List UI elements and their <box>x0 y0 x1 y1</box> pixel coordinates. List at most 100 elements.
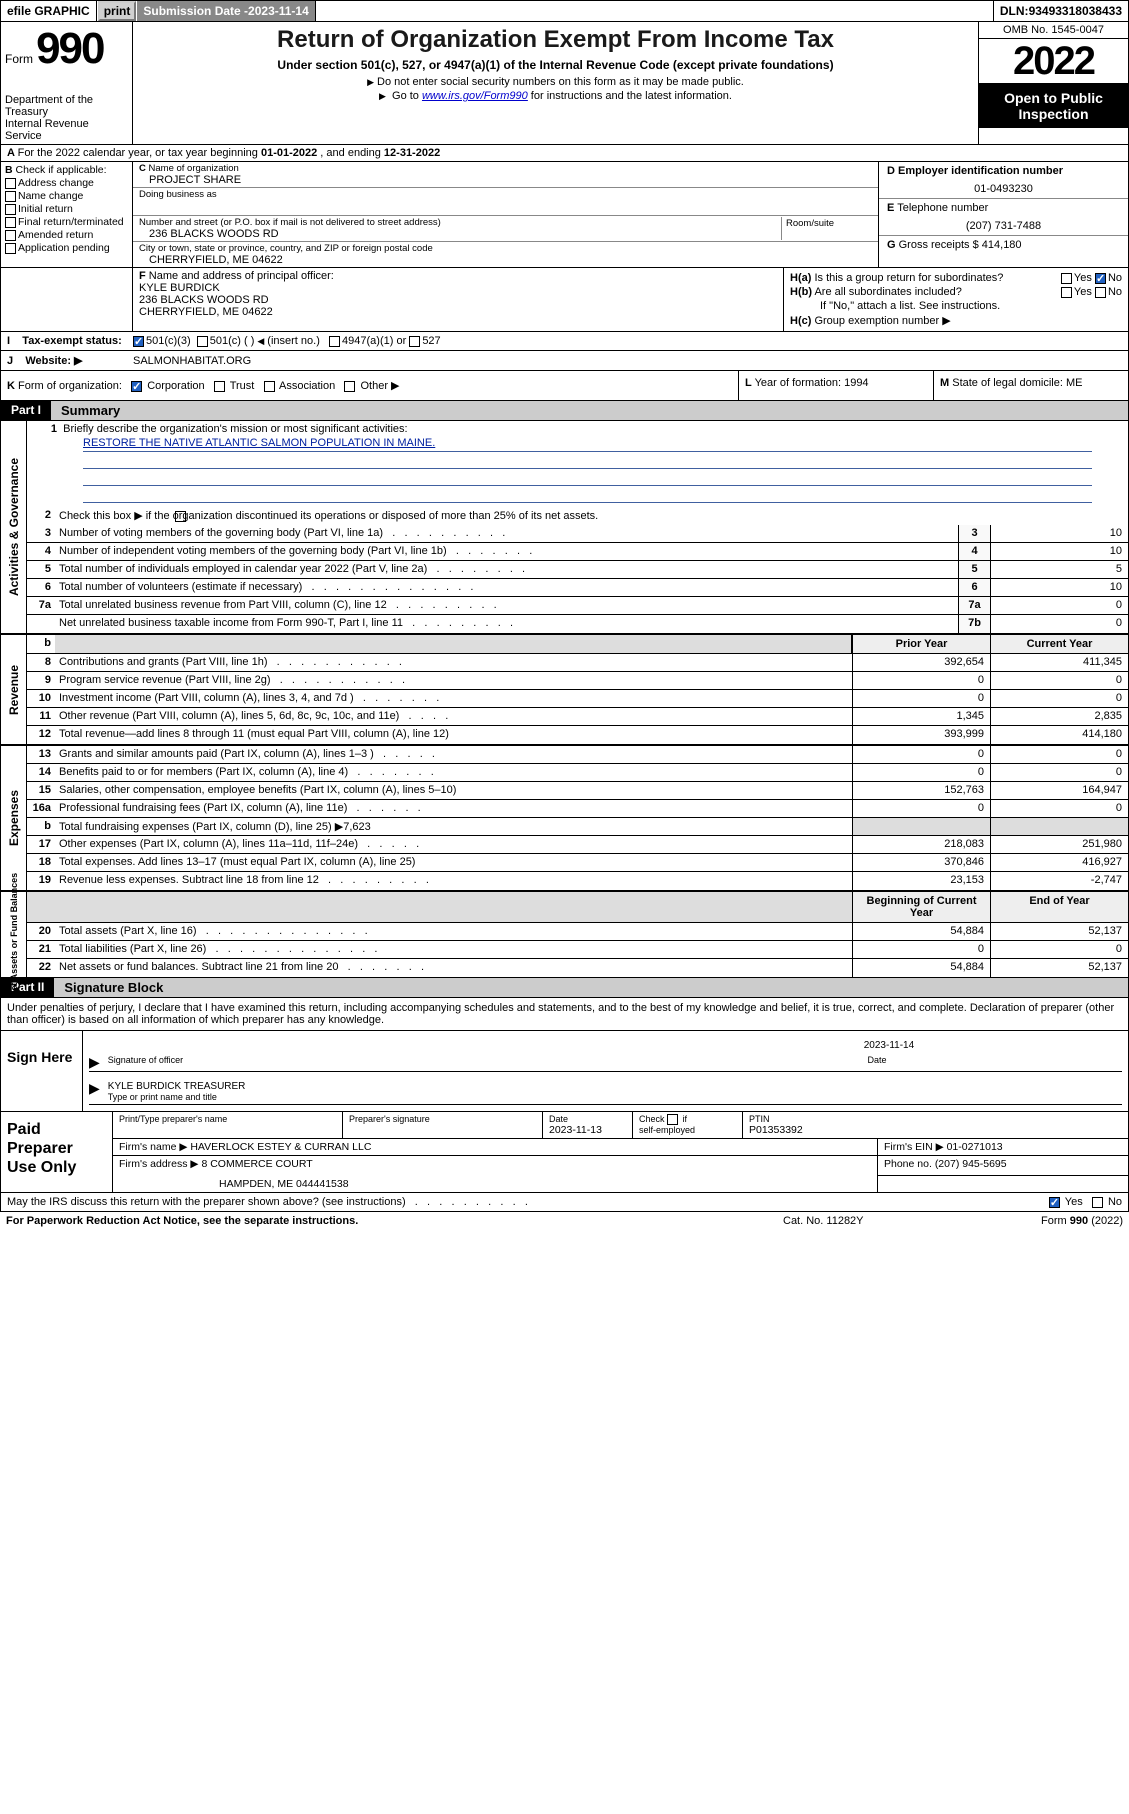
col-f-spacer <box>1 268 133 331</box>
city-state-zip: CHERRYFIELD, ME 04622 <box>139 254 872 266</box>
chk-corporation[interactable] <box>131 381 142 392</box>
goto-note: Go to www.irs.gov/Form990 for instructio… <box>141 90 970 102</box>
sign-here-label: Sign Here <box>1 1031 83 1111</box>
part2-title: Signature Block <box>54 978 1128 997</box>
form-word: Form <box>5 52 33 66</box>
chk-501c[interactable] <box>197 336 208 347</box>
vtab-net-assets: Net Assets or Fund Balances <box>1 892 27 977</box>
discuss-yes[interactable] <box>1049 1197 1060 1208</box>
chk-initial-return[interactable]: Initial return <box>5 203 128 215</box>
chk-other[interactable] <box>344 381 355 392</box>
ein-cell: D Employer identification number 01-0493… <box>879 162 1128 199</box>
block-f-h: F Name and address of principal officer:… <box>0 268 1129 332</box>
submission-date-cell: Submission Date - 2023-11-14 <box>137 1 315 21</box>
header-middle: Return of Organization Exempt From Incom… <box>133 22 978 144</box>
chk-527[interactable] <box>409 336 420 347</box>
street-row: Number and street (or P.O. box if mail i… <box>133 216 878 242</box>
mission-text: RESTORE THE NATIVE ATLANTIC SALMON POPUL… <box>83 437 1092 452</box>
chk-self-employed[interactable] <box>667 1114 678 1125</box>
part2-bar: Part II Signature Block <box>0 978 1129 998</box>
chk-association[interactable] <box>264 381 275 392</box>
form-title: Return of Organization Exempt From Incom… <box>141 26 970 54</box>
line-19: 19Revenue less expenses. Subtract line 1… <box>27 872 1128 890</box>
col-c: C Name of organization PROJECT SHARE Doi… <box>133 162 878 267</box>
chk-trust[interactable] <box>214 381 225 392</box>
h-a-no[interactable] <box>1095 273 1106 284</box>
chk-501c3[interactable] <box>133 336 144 347</box>
line-10: 10Investment income (Part VIII, column (… <box>27 690 1128 708</box>
l-year-formation: L Year of formation: 1994 <box>738 371 933 400</box>
chk-address-change[interactable]: Address change <box>5 177 128 189</box>
line-12: 12Total revenue—add lines 8 through 11 (… <box>27 726 1128 744</box>
signature-arrow-icon: ▶ <box>89 1054 100 1071</box>
dba-cell: Doing business as <box>133 188 878 216</box>
chk-discontinued[interactable] <box>175 511 186 522</box>
line-13: 13Grants and similar amounts paid (Part … <box>27 746 1128 764</box>
part1-bar: Part I Summary <box>0 401 1129 421</box>
topbar-spacer <box>316 1 993 21</box>
form-number: 990 <box>36 24 103 73</box>
block-b-to-g: B Check if applicable: Address change Na… <box>0 162 1129 268</box>
row-a: A For the 2022 calendar year, or tax yea… <box>0 145 1129 162</box>
open-inspection: Open to Public Inspection <box>979 84 1128 128</box>
preparer-row-1: Print/Type preparer's name Preparer's si… <box>113 1112 1128 1139</box>
print-button[interactable]: print <box>98 1 137 21</box>
form-header: Form 990 Department of the Treasury Inte… <box>0 22 1129 145</box>
phone-value: (207) 731-7488 <box>887 214 1120 232</box>
h-b-no[interactable] <box>1095 287 1106 298</box>
section-expenses: Expenses 13Grants and similar amounts pa… <box>0 746 1129 892</box>
chk-4947[interactable] <box>329 336 340 347</box>
net-header-row: Beginning of Current YearEnd of Year <box>27 892 1128 923</box>
ein-value: 01-0493230 <box>887 177 1120 195</box>
city-cell: City or town, state or province, country… <box>133 242 878 267</box>
principal-officer: F Name and address of principal officer:… <box>133 268 783 331</box>
preparer-row-2: Firm's name ▶ HAVERLOCK ESTEY & CURRAN L… <box>113 1139 1128 1156</box>
efile-label: efile GRAPHIC <box>1 1 97 21</box>
line-4: 4Number of independent voting members of… <box>27 543 1128 561</box>
paid-preparer-label: Paid Preparer Use Only <box>1 1112 113 1192</box>
h-a-yes[interactable] <box>1061 273 1072 284</box>
col-b: B Check if applicable: Address change Na… <box>1 162 133 267</box>
line-14: 14Benefits paid to or for members (Part … <box>27 764 1128 782</box>
line-16b: bTotal fundraising expenses (Part IX, co… <box>27 818 1128 836</box>
vtab-revenue: Revenue <box>1 635 27 744</box>
header-left: Form 990 Department of the Treasury Inte… <box>1 22 133 144</box>
dln-cell: DLN: 93493318038433 <box>993 1 1128 21</box>
section-governance: Activities & Governance 1 Briefly descri… <box>0 421 1129 635</box>
rev-header-row: b Prior YearCurrent Year <box>27 635 1128 654</box>
line-18: 18Total expenses. Add lines 13–17 (must … <box>27 854 1128 872</box>
chk-amended[interactable]: Amended return <box>5 229 128 241</box>
line-17: 17Other expenses (Part IX, column (A), l… <box>27 836 1128 854</box>
chk-name-change[interactable]: Name change <box>5 190 128 202</box>
col-h: H(a) Is this a group return for subordin… <box>783 268 1128 331</box>
vtab-expenses: Expenses <box>1 746 27 890</box>
line-20: 20Total assets (Part X, line 16) . . . .… <box>27 923 1128 941</box>
h-b-yes[interactable] <box>1061 287 1072 298</box>
firm-name: HAVERLOCK ESTEY & CURRAN LLC <box>190 1141 371 1153</box>
line-5: 5Total number of individuals employed in… <box>27 561 1128 579</box>
header-right: OMB No. 1545-0047 2022 Open to Public In… <box>978 22 1128 144</box>
line-6: 6Total number of volunteers (estimate if… <box>27 579 1128 597</box>
line-7b: Net unrelated business taxable income fr… <box>27 615 1128 633</box>
row-i: I Tax-exempt status: 501(c)(3) 501(c) ( … <box>0 332 1129 351</box>
line-9: 9Program service revenue (Part VIII, lin… <box>27 672 1128 690</box>
line-22: 22Net assets or fund balances. Subtract … <box>27 959 1128 977</box>
discuss-no[interactable] <box>1092 1197 1103 1208</box>
row-j: J Website: ▶ SALMONHABITAT.ORG <box>0 351 1129 371</box>
chk-final-return[interactable]: Final return/terminated <box>5 216 128 228</box>
m-state-domicile: M State of legal domicile: ME <box>933 371 1128 400</box>
line-11: 11Other revenue (Part VIII, column (A), … <box>27 708 1128 726</box>
irs-link[interactable]: www.irs.gov/Form990 <box>422 90 528 102</box>
officer-name: KYLE BURDICK TREASURER <box>108 1081 1118 1092</box>
vtab-governance: Activities & Governance <box>1 421 27 633</box>
sign-here-block: Sign Here 2023-11-14 ▶ Signature of offi… <box>0 1031 1129 1112</box>
org-name: PROJECT SHARE <box>139 174 872 186</box>
dept-treasury: Department of the Treasury <box>5 94 128 118</box>
gross-receipts-cell: G Gross receipts $ 414,180 <box>879 236 1128 267</box>
omb-number: OMB No. 1545-0047 <box>979 22 1128 39</box>
chk-application-pending[interactable]: Application pending <box>5 242 128 254</box>
topbar: efile GRAPHIC print Submission Date - 20… <box>0 0 1129 22</box>
pra-notice: For Paperwork Reduction Act Notice, see … <box>6 1215 783 1227</box>
cat-no: Cat. No. 11282Y <box>783 1215 983 1227</box>
street-address: 236 BLACKS WOODS RD <box>139 228 781 240</box>
